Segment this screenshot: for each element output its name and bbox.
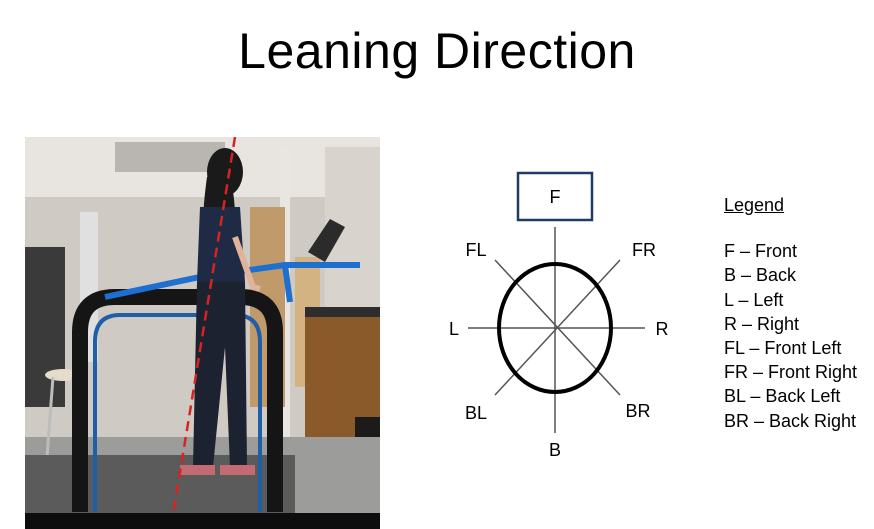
legend-item: BR – Back Right: [724, 410, 857, 431]
label-front-left: FL: [465, 240, 486, 260]
bench-top: [305, 307, 380, 317]
front-box: [516, 171, 594, 222]
treadmill-frame: [72, 289, 283, 512]
label-front-right: FR: [632, 240, 656, 260]
solar-panel: [25, 247, 65, 407]
label-back: B: [549, 440, 561, 460]
photo-bottom-bar: [25, 513, 380, 529]
legend-item: BL – Back Left: [724, 386, 841, 407]
center-circle: [497, 262, 613, 394]
slide-title: Leaning Direction: [238, 23, 636, 79]
photo-illustration: [25, 137, 380, 529]
label-back-right: BR: [625, 401, 650, 421]
treadmill-belt: [25, 455, 295, 513]
ceiling-vent: [115, 142, 225, 172]
axis-lines: [468, 227, 645, 433]
person-arm: [232, 235, 261, 292]
label-right: R: [656, 319, 669, 339]
legend-item: F – Front: [724, 241, 798, 262]
person-shoe-right: [220, 465, 255, 475]
person-torso: [197, 207, 245, 282]
legend: Legend F – Front B – Back L – Left R – R…: [724, 193, 857, 433]
label-front: F: [550, 187, 561, 207]
legend-title: Legend: [724, 195, 785, 215]
legend-item: R – Right: [724, 313, 800, 334]
treadmill-frame-blue: [93, 313, 262, 512]
treadmill-photo: [25, 137, 380, 529]
legend-item: FR – Front Right: [724, 362, 858, 383]
direction-diagram: F FL FR L R BL BR B: [440, 165, 680, 465]
label-back-left: BL: [465, 403, 487, 423]
person-shoe-left: [180, 465, 215, 475]
legend-item: FL – Front Left: [724, 338, 842, 359]
direction-compass: F FL FR L R BL BR B: [449, 171, 669, 460]
treadmill-screen: [308, 219, 345, 262]
person-legs: [193, 282, 247, 467]
legend-item: L – Left: [724, 289, 784, 310]
label-left: L: [449, 319, 459, 339]
legend-item: B – Back: [724, 265, 797, 286]
